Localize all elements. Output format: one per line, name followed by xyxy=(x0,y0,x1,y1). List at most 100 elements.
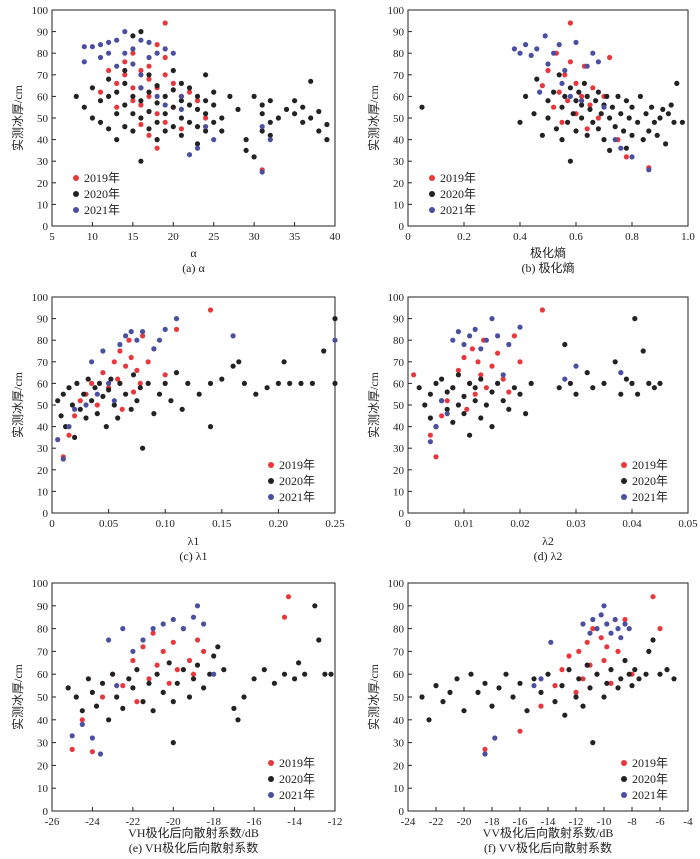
data-point xyxy=(607,115,613,121)
data-point xyxy=(211,137,217,143)
y-tick-label: 50 xyxy=(37,400,49,412)
data-point xyxy=(598,635,604,641)
data-point xyxy=(657,115,663,121)
data-point xyxy=(207,424,214,430)
data-point xyxy=(636,676,642,682)
data-point xyxy=(556,72,562,78)
data-point xyxy=(178,132,184,138)
data-point xyxy=(664,667,670,673)
data-point xyxy=(227,93,233,99)
y-tick-label: 0 xyxy=(399,221,405,233)
data-point xyxy=(618,145,624,151)
data-point xyxy=(186,152,193,158)
data-point xyxy=(190,671,197,677)
y-tick-label: 20 xyxy=(393,178,405,190)
data-point xyxy=(120,626,126,632)
data-point xyxy=(650,594,656,600)
y-axis-title: 实测冰厚/cm xyxy=(10,371,25,438)
data-point xyxy=(180,667,186,673)
y-tick-label: 70 xyxy=(393,70,405,82)
x-axis-title: λ2 xyxy=(542,534,554,548)
data-point xyxy=(534,76,540,82)
data-point xyxy=(170,740,176,746)
y-tick-label: 20 xyxy=(37,760,49,772)
data-point xyxy=(489,316,495,322)
data-point xyxy=(601,657,607,664)
x-tick-label: 10 xyxy=(87,231,99,243)
data-point xyxy=(598,612,604,618)
data-point xyxy=(298,380,304,386)
data-point xyxy=(439,398,445,404)
data-point xyxy=(146,676,152,682)
data-point xyxy=(433,424,439,430)
data-point xyxy=(562,67,568,74)
y-tick-label: 40 xyxy=(393,715,405,727)
data-point xyxy=(566,653,572,659)
data-point xyxy=(196,391,202,397)
data-point xyxy=(478,346,484,352)
x-axis-title: α xyxy=(190,246,197,260)
data-point xyxy=(579,93,585,99)
data-point xyxy=(241,694,247,700)
y-tick-label: 100 xyxy=(388,5,405,17)
data-point xyxy=(587,685,593,691)
data-point xyxy=(162,54,168,61)
data-point xyxy=(559,667,565,673)
data-point xyxy=(114,683,120,689)
data-point xyxy=(146,108,152,115)
data-point xyxy=(528,52,534,59)
data-point xyxy=(590,740,596,746)
data-point xyxy=(211,653,217,659)
x-tick-label: 0.05 xyxy=(678,518,698,530)
data-point xyxy=(587,106,593,112)
data-point xyxy=(194,603,201,609)
data-point xyxy=(679,119,686,125)
data-point xyxy=(251,676,257,682)
data-point xyxy=(77,398,83,404)
data-point xyxy=(646,648,652,655)
data-point xyxy=(475,359,481,365)
legend-label: 2020年 xyxy=(632,772,668,786)
data-point xyxy=(72,434,78,440)
data-point xyxy=(604,93,610,99)
data-point xyxy=(629,104,635,110)
data-point xyxy=(615,685,621,691)
data-point xyxy=(241,380,247,386)
data-point xyxy=(427,432,433,438)
series-2 xyxy=(55,316,338,451)
data-point xyxy=(483,385,489,391)
data-point xyxy=(138,121,144,128)
data-point xyxy=(115,376,121,382)
data-point xyxy=(411,372,417,378)
series-3 xyxy=(55,316,338,462)
data-point xyxy=(259,124,265,130)
data-point xyxy=(584,93,590,99)
data-point xyxy=(500,372,506,378)
data-point xyxy=(482,746,488,753)
data-point xyxy=(308,78,314,84)
data-point xyxy=(489,424,495,430)
series-2 xyxy=(416,316,663,438)
data-point xyxy=(267,98,273,104)
data-point xyxy=(615,93,621,99)
data-point xyxy=(117,348,123,354)
data-point xyxy=(81,44,87,50)
data-point xyxy=(114,111,120,117)
data-point xyxy=(92,385,98,391)
y-tick-label: 60 xyxy=(37,669,49,681)
data-point xyxy=(134,398,140,404)
x-tick-label: -4 xyxy=(683,816,693,828)
data-point xyxy=(556,385,562,391)
y-tick-label: 20 xyxy=(37,465,49,477)
data-point xyxy=(595,59,602,65)
x-tick-label: 0 xyxy=(49,518,55,530)
data-point xyxy=(454,676,460,682)
data-point xyxy=(524,708,530,714)
data-point xyxy=(145,380,151,386)
data-point xyxy=(567,158,574,164)
panel-caption: (a) α xyxy=(182,261,205,275)
data-point xyxy=(174,667,180,673)
data-point xyxy=(608,630,614,636)
x-tick-label: 5 xyxy=(49,231,55,243)
data-point xyxy=(219,128,225,134)
